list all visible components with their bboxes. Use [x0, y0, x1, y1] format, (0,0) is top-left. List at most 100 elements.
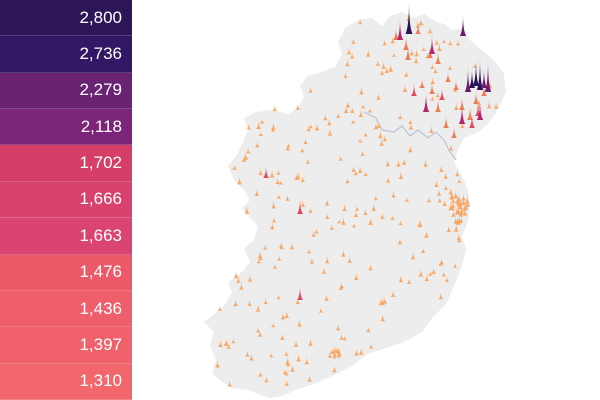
- population-spike: [295, 170, 301, 180]
- population-spike: [413, 55, 419, 64]
- population-spike: [336, 346, 341, 353]
- population-spike: [455, 205, 461, 213]
- population-spike: [338, 332, 344, 340]
- population-spike: [349, 51, 355, 59]
- population-spike: [408, 121, 414, 130]
- population-spike: [368, 342, 374, 349]
- population-spike: [275, 168, 281, 175]
- population-spike: [244, 349, 250, 357]
- population-spike: [459, 95, 465, 110]
- population-spike: [454, 216, 460, 225]
- population-spike: [390, 35, 396, 44]
- population-spike: [458, 102, 466, 124]
- population-spike: [331, 364, 337, 373]
- population-spike: [282, 368, 288, 374]
- population-spike: [313, 227, 319, 234]
- population-spike: [246, 123, 252, 130]
- population-spike: [376, 92, 382, 100]
- population-spike: [324, 293, 330, 301]
- population-spike: [456, 214, 462, 224]
- population-spike: [455, 217, 461, 225]
- population-spike: [335, 323, 341, 331]
- population-spike: [294, 172, 300, 181]
- population-spike: [299, 146, 305, 153]
- population-spike: [367, 106, 373, 113]
- population-spike: [276, 293, 282, 300]
- population-spike: [257, 370, 263, 377]
- population-spike: [411, 83, 417, 96]
- population-spike: [324, 212, 330, 220]
- population-spike: [450, 209, 456, 217]
- population-spike: [427, 270, 433, 276]
- population-spike: [373, 194, 379, 201]
- population-spike: [480, 68, 488, 88]
- population-spike: [448, 187, 454, 195]
- population-spike: [462, 202, 468, 210]
- population-spike: [486, 99, 492, 109]
- population-spike: [417, 218, 423, 227]
- population-spike: [241, 153, 247, 162]
- population-spike: [263, 296, 269, 305]
- population-spike: [255, 326, 261, 333]
- population-spike: [368, 216, 374, 225]
- population-spike: [448, 142, 454, 151]
- population-spike: [353, 209, 359, 218]
- population-spike: [324, 197, 330, 206]
- population-spike: [270, 121, 276, 130]
- population-spike: [388, 64, 394, 71]
- population-spike: [300, 175, 306, 183]
- population-spike: [308, 86, 314, 93]
- population-spike: [379, 67, 385, 75]
- population-spike: [476, 99, 482, 105]
- population-spike: [306, 124, 312, 132]
- population-spike: [461, 193, 467, 201]
- population-spike: [285, 144, 291, 151]
- population-spike: [257, 329, 263, 337]
- population-spike: [357, 164, 363, 174]
- legend-item: 1,702: [0, 145, 132, 182]
- map[interactable]: [132, 0, 600, 400]
- population-spike: [450, 200, 456, 208]
- population-spike: [445, 71, 451, 82]
- population-spike: [443, 183, 449, 190]
- population-spike: [314, 121, 320, 131]
- population-spike: [365, 48, 371, 57]
- population-spike: [218, 339, 224, 348]
- population-spike: [393, 26, 399, 40]
- population-spike: [227, 379, 233, 387]
- population-spike: [456, 232, 462, 241]
- population-spike: [382, 39, 388, 46]
- population-spike: [297, 317, 303, 327]
- population-spike: [420, 247, 426, 253]
- population-spike: [279, 243, 285, 250]
- population-spike: [353, 169, 359, 176]
- population-spike: [390, 189, 396, 198]
- population-spike: [433, 179, 439, 188]
- population-spike: [475, 103, 481, 116]
- legend-item: 2,118: [0, 109, 132, 146]
- population-spike: [398, 274, 404, 283]
- population-spike: [453, 222, 459, 232]
- population-spike: [351, 164, 357, 172]
- population-spike: [450, 202, 456, 211]
- population-spike: [468, 68, 476, 88]
- population-spike: [371, 202, 377, 211]
- population-spike: [455, 192, 461, 203]
- population-spike: [332, 351, 337, 357]
- population-spike: [437, 260, 443, 266]
- population-spike: [472, 62, 478, 68]
- legend-item: 1,310: [0, 363, 132, 400]
- value-legend: 2,800 2,736 2,279 2,118 1,702 1,666 1,663 1,476…: [0, 0, 132, 400]
- population-spike: [456, 194, 462, 202]
- population-spike: [427, 44, 433, 58]
- population-spike: [255, 302, 261, 312]
- population-spike: [272, 104, 278, 112]
- population-spike: [324, 254, 330, 264]
- population-spike: [385, 176, 391, 183]
- population-spike: [338, 283, 344, 290]
- map-svg[interactable]: [132, 0, 600, 400]
- population-spike: [458, 201, 464, 209]
- population-spike: [357, 17, 363, 25]
- population-spike: [308, 337, 314, 346]
- legend-item: 2,736: [0, 36, 132, 73]
